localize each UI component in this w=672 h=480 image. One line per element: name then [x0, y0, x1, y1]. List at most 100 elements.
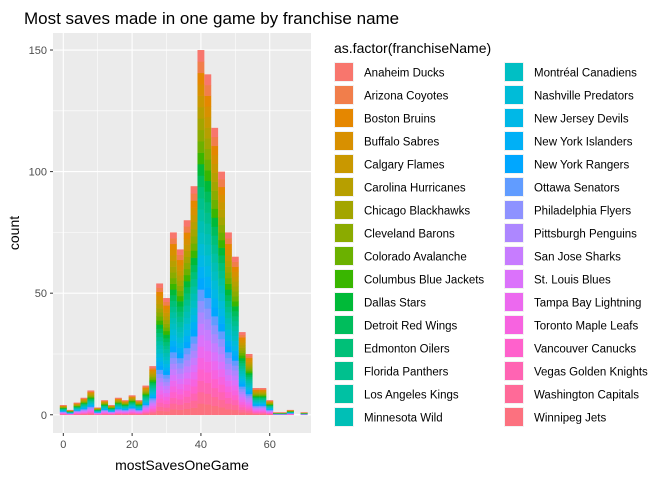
bar-segment	[149, 393, 157, 396]
bar-segment	[245, 359, 253, 362]
bar-segment	[101, 407, 109, 409]
bar-segment	[149, 381, 157, 384]
y-tick-label: 100	[29, 167, 47, 179]
bar-segment	[231, 399, 239, 406]
bar-segment	[259, 398, 267, 400]
bar-segment	[245, 355, 253, 359]
y-tick-label: 150	[29, 45, 47, 57]
bar-segment	[197, 403, 205, 416]
legend-label: Dallas Stars	[364, 298, 426, 310]
bar-segment	[238, 383, 246, 387]
bar-segment	[190, 364, 198, 373]
bar-segment	[87, 392, 95, 394]
bar-segment	[231, 306, 239, 312]
bar-segment	[149, 395, 157, 397]
bar-segment	[135, 401, 143, 402]
bar-segment	[218, 224, 225, 233]
bar-segment	[183, 341, 191, 349]
bar-segment	[197, 118, 205, 131]
bar-segment	[245, 393, 253, 397]
bar-segment	[197, 334, 205, 347]
legend-label: Calgary Flames	[364, 160, 445, 172]
bar-segment	[204, 223, 212, 235]
bar-segment	[128, 400, 136, 402]
bar-segment	[190, 357, 198, 366]
bar-segment	[87, 404, 95, 406]
bar-segment	[114, 413, 122, 415]
bar-segment	[238, 404, 246, 408]
bar-segment	[259, 408, 267, 410]
bar-segment	[218, 277, 225, 286]
bar-segment	[121, 406, 129, 407]
bar-segment	[245, 386, 253, 389]
bar-segment	[142, 386, 150, 388]
bar-segment	[108, 411, 115, 412]
bar-segment	[238, 352, 246, 356]
bar-segment	[238, 396, 246, 400]
x-tick-label: 0	[60, 439, 66, 451]
bar-segment	[252, 390, 260, 392]
bar-segment	[238, 347, 246, 351]
bar-segment	[211, 298, 219, 308]
bar-segment	[114, 411, 122, 413]
bar-segment	[135, 406, 143, 408]
bar-segment	[238, 363, 246, 366]
bar-segment	[121, 408, 129, 410]
bar-segment	[211, 271, 219, 281]
bar-segment	[231, 271, 239, 277]
legend-key	[505, 109, 523, 127]
bar-segment	[135, 412, 143, 414]
bar-segment	[94, 407, 102, 408]
bar-segment	[266, 408, 274, 410]
bar-segment	[114, 408, 122, 410]
bar-segment	[204, 148, 212, 160]
bar-segment	[238, 407, 246, 410]
bar-segment	[73, 408, 81, 409]
bar-segment	[197, 152, 205, 165]
bar-segment	[87, 410, 95, 413]
legend-key	[505, 316, 523, 334]
bar-segment	[142, 411, 150, 413]
bar-segment	[176, 316, 184, 323]
bar-segment	[149, 372, 157, 375]
bar-segment	[211, 325, 219, 335]
bar-segment	[142, 396, 150, 398]
bar-segment	[252, 401, 260, 403]
bar-segment	[197, 266, 205, 279]
bar-segment	[252, 413, 260, 415]
bar-segment	[259, 401, 267, 403]
bar-segment	[128, 395, 136, 397]
bar-segment	[231, 375, 239, 381]
legend-label: Carolina Hurricanes	[364, 183, 466, 195]
bar-segment	[156, 398, 164, 403]
bar-segment	[197, 61, 205, 74]
bar-segment	[183, 238, 191, 245]
bar-segment	[149, 407, 157, 409]
bar-segment	[252, 402, 260, 404]
bar-segment	[176, 383, 184, 390]
bar-segment	[156, 361, 164, 366]
bar-segment	[73, 410, 81, 412]
bar-segment	[149, 396, 157, 399]
bar-segment	[218, 338, 225, 347]
bar-segment	[259, 409, 267, 411]
bar-segment	[156, 365, 164, 370]
bar-segment	[259, 394, 267, 396]
bar-segment	[87, 402, 95, 404]
bar-segment	[156, 308, 164, 313]
bar-segment	[59, 409, 67, 411]
legend-key	[505, 270, 523, 288]
bar-segment	[80, 400, 88, 402]
bar-segment	[108, 409, 115, 411]
bar-segment	[176, 311, 184, 317]
bar-segment	[73, 406, 81, 408]
bar-segment	[135, 401, 143, 403]
bar-segment	[142, 413, 150, 416]
bar-segment	[101, 408, 109, 410]
bar-segment	[218, 323, 225, 332]
bar-segment	[197, 277, 205, 290]
bar-segment	[183, 408, 191, 416]
bar-segment	[225, 289, 232, 296]
bar-segment	[101, 412, 109, 414]
bar-segment	[231, 340, 239, 346]
